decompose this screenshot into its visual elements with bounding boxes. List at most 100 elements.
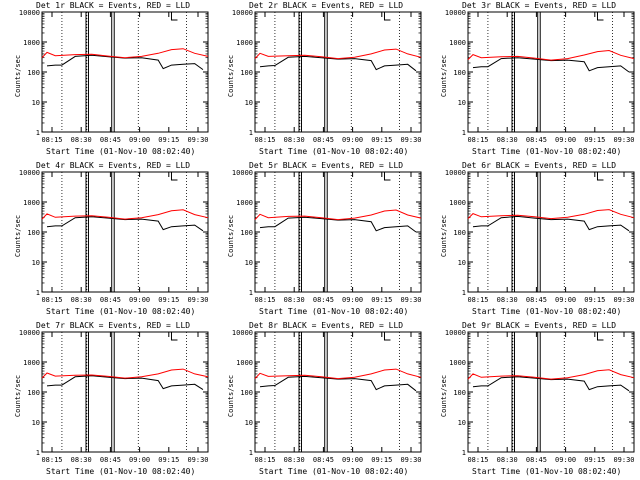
x-tick-label: 08:45 [313,296,334,304]
chart-svg: 1 10 100 1000 10000 08:15 08:30 08:45 09:00 09:15… [445,169,635,304]
y-tick-label: 1 [462,449,466,457]
chart-title: Det 3r BLACK = Events, RED = LLD [462,1,617,10]
chart-svg: 1 10 100 1000 10000 08:15 08:30 08:45 09:00 09:15… [19,169,209,304]
x-tick-label: 08:30 [284,136,305,144]
y-tick-label: 10 [32,419,40,427]
lld-series-line [41,209,209,220]
y-tick-label: 10000 [445,9,466,17]
plot-frame [41,171,209,293]
events-series-line [46,54,204,71]
y-tick-label: 1000 [23,199,40,207]
y-tick-label: 10 [458,99,466,107]
x-tick-label: 09:30 [400,296,421,304]
x-axis-label: Start Time (01-Nov-10 08:02:40) [46,307,196,316]
y-tick-label: 10000 [19,9,40,17]
x-axis-label: Start Time (01-Nov-10 08:02:40) [259,147,409,156]
events-series-line [472,215,630,232]
x-tick-label: 08:30 [284,296,305,304]
y-tick-label: 10000 [19,329,40,337]
interval-bracket [383,172,391,181]
y-tick-label: 10000 [445,329,466,337]
y-tick-label: 100 [27,389,40,397]
x-tick-label: 08:30 [497,456,518,464]
y-tick-label: 10 [458,259,466,267]
y-tick-label: 10000 [232,169,253,177]
x-tick-label: 08:15 [467,296,488,304]
lld-series-line [254,209,422,221]
plot-frame [467,11,635,133]
x-tick-label: 09:15 [584,296,605,304]
x-tick-label: 09:15 [371,456,392,464]
x-tick-label: 09:15 [584,456,605,464]
y-tick-label: 1 [462,129,466,137]
lld-series-line [41,368,209,379]
y-tick-label: 10 [458,419,466,427]
interval-bracket [596,12,604,21]
chart-svg: 1 10 100 1000 10000 08:15 08:30 08:45 09:00 09:15… [19,9,209,144]
x-axis-label: Start Time (01-Nov-10 08:02:40) [259,467,409,476]
detector-chart: 1 10 100 1000 10000 08:15 08:30 08:45 09:00 09:15… [0,0,213,160]
x-axis-label: Start Time (01-Nov-10 08:02:40) [259,307,409,316]
x-tick-label: 08:15 [254,456,275,464]
x-tick-label: 09:00 [342,456,363,464]
plot-frame [254,171,422,293]
y-tick-label: 1000 [23,359,40,367]
x-axis-label: Start Time (01-Nov-10 08:02:40) [472,147,622,156]
x-tick-label: 09:30 [613,456,634,464]
x-tick-label: 08:45 [100,456,121,464]
y-tick-label: 100 [240,69,253,77]
chart-svg: 1 10 100 1000 10000 08:15 08:30 08:45 09:00 09:15… [445,9,635,144]
x-tick-label: 09:30 [613,296,634,304]
plot-frame [254,11,422,133]
x-tick-label: 08:45 [526,136,547,144]
y-axis-label: Counts/sec [227,374,235,418]
chart-svg: 1 10 100 1000 10000 08:15 08:30 08:45 09:00 09:15… [232,9,422,144]
x-tick-label: 09:15 [584,136,605,144]
y-tick-label: 10000 [232,9,253,17]
y-axis-label: Counts/sec [227,214,235,258]
events-series-line [472,376,630,392]
x-tick-label: 09:00 [129,136,150,144]
x-tick-label: 08:30 [497,136,518,144]
events-series-line [46,216,204,232]
y-tick-label: 1000 [236,359,253,367]
chart-title: Det 2r BLACK = Events, RED = LLD [249,1,404,10]
y-tick-label: 1 [249,129,253,137]
x-tick-label: 09:15 [158,296,179,304]
detector-chart: 1 10 100 1000 10000 08:15 08:30 08:45 09:00 09:15… [426,160,639,320]
plot-frame [254,331,422,453]
interval-bracket [170,172,178,181]
y-tick-label: 100 [27,69,40,77]
y-tick-label: 1 [36,449,40,457]
interval-bracket [596,172,604,181]
y-tick-label: 10 [245,259,253,267]
x-tick-label: 09:30 [400,136,421,144]
interval-bracket [383,12,391,21]
y-tick-label: 1 [36,129,40,137]
x-tick-label: 08:45 [100,136,121,144]
y-tick-label: 1000 [449,199,466,207]
x-tick-label: 09:30 [187,136,208,144]
detector-chart: 1 10 100 1000 10000 08:15 08:30 08:45 09:00 09:15… [213,0,426,160]
y-tick-label: 10000 [232,329,253,337]
x-tick-label: 09:15 [158,136,179,144]
y-axis-label: Counts/sec [227,54,235,98]
lld-series-line [254,48,422,60]
interval-bracket [170,332,178,341]
plot-frame [41,331,209,453]
y-tick-label: 10000 [445,169,466,177]
x-tick-label: 08:45 [526,296,547,304]
y-tick-label: 1 [249,289,253,297]
x-tick-label: 09:00 [342,296,363,304]
x-tick-label: 08:30 [71,136,92,144]
plot-frame [41,11,209,133]
x-tick-label: 08:15 [254,296,275,304]
x-axis-label: Start Time (01-Nov-10 08:02:40) [46,467,196,476]
chart-svg: 1 10 100 1000 10000 08:15 08:30 08:45 09:00 09:15… [19,329,209,464]
x-axis-label: Start Time (01-Nov-10 08:02:40) [472,307,622,316]
x-tick-label: 09:00 [555,136,576,144]
x-tick-label: 08:15 [467,456,488,464]
y-axis-label: Counts/sec [14,374,22,418]
y-axis-label: Counts/sec [440,374,448,418]
y-axis-label: Counts/sec [440,54,448,98]
